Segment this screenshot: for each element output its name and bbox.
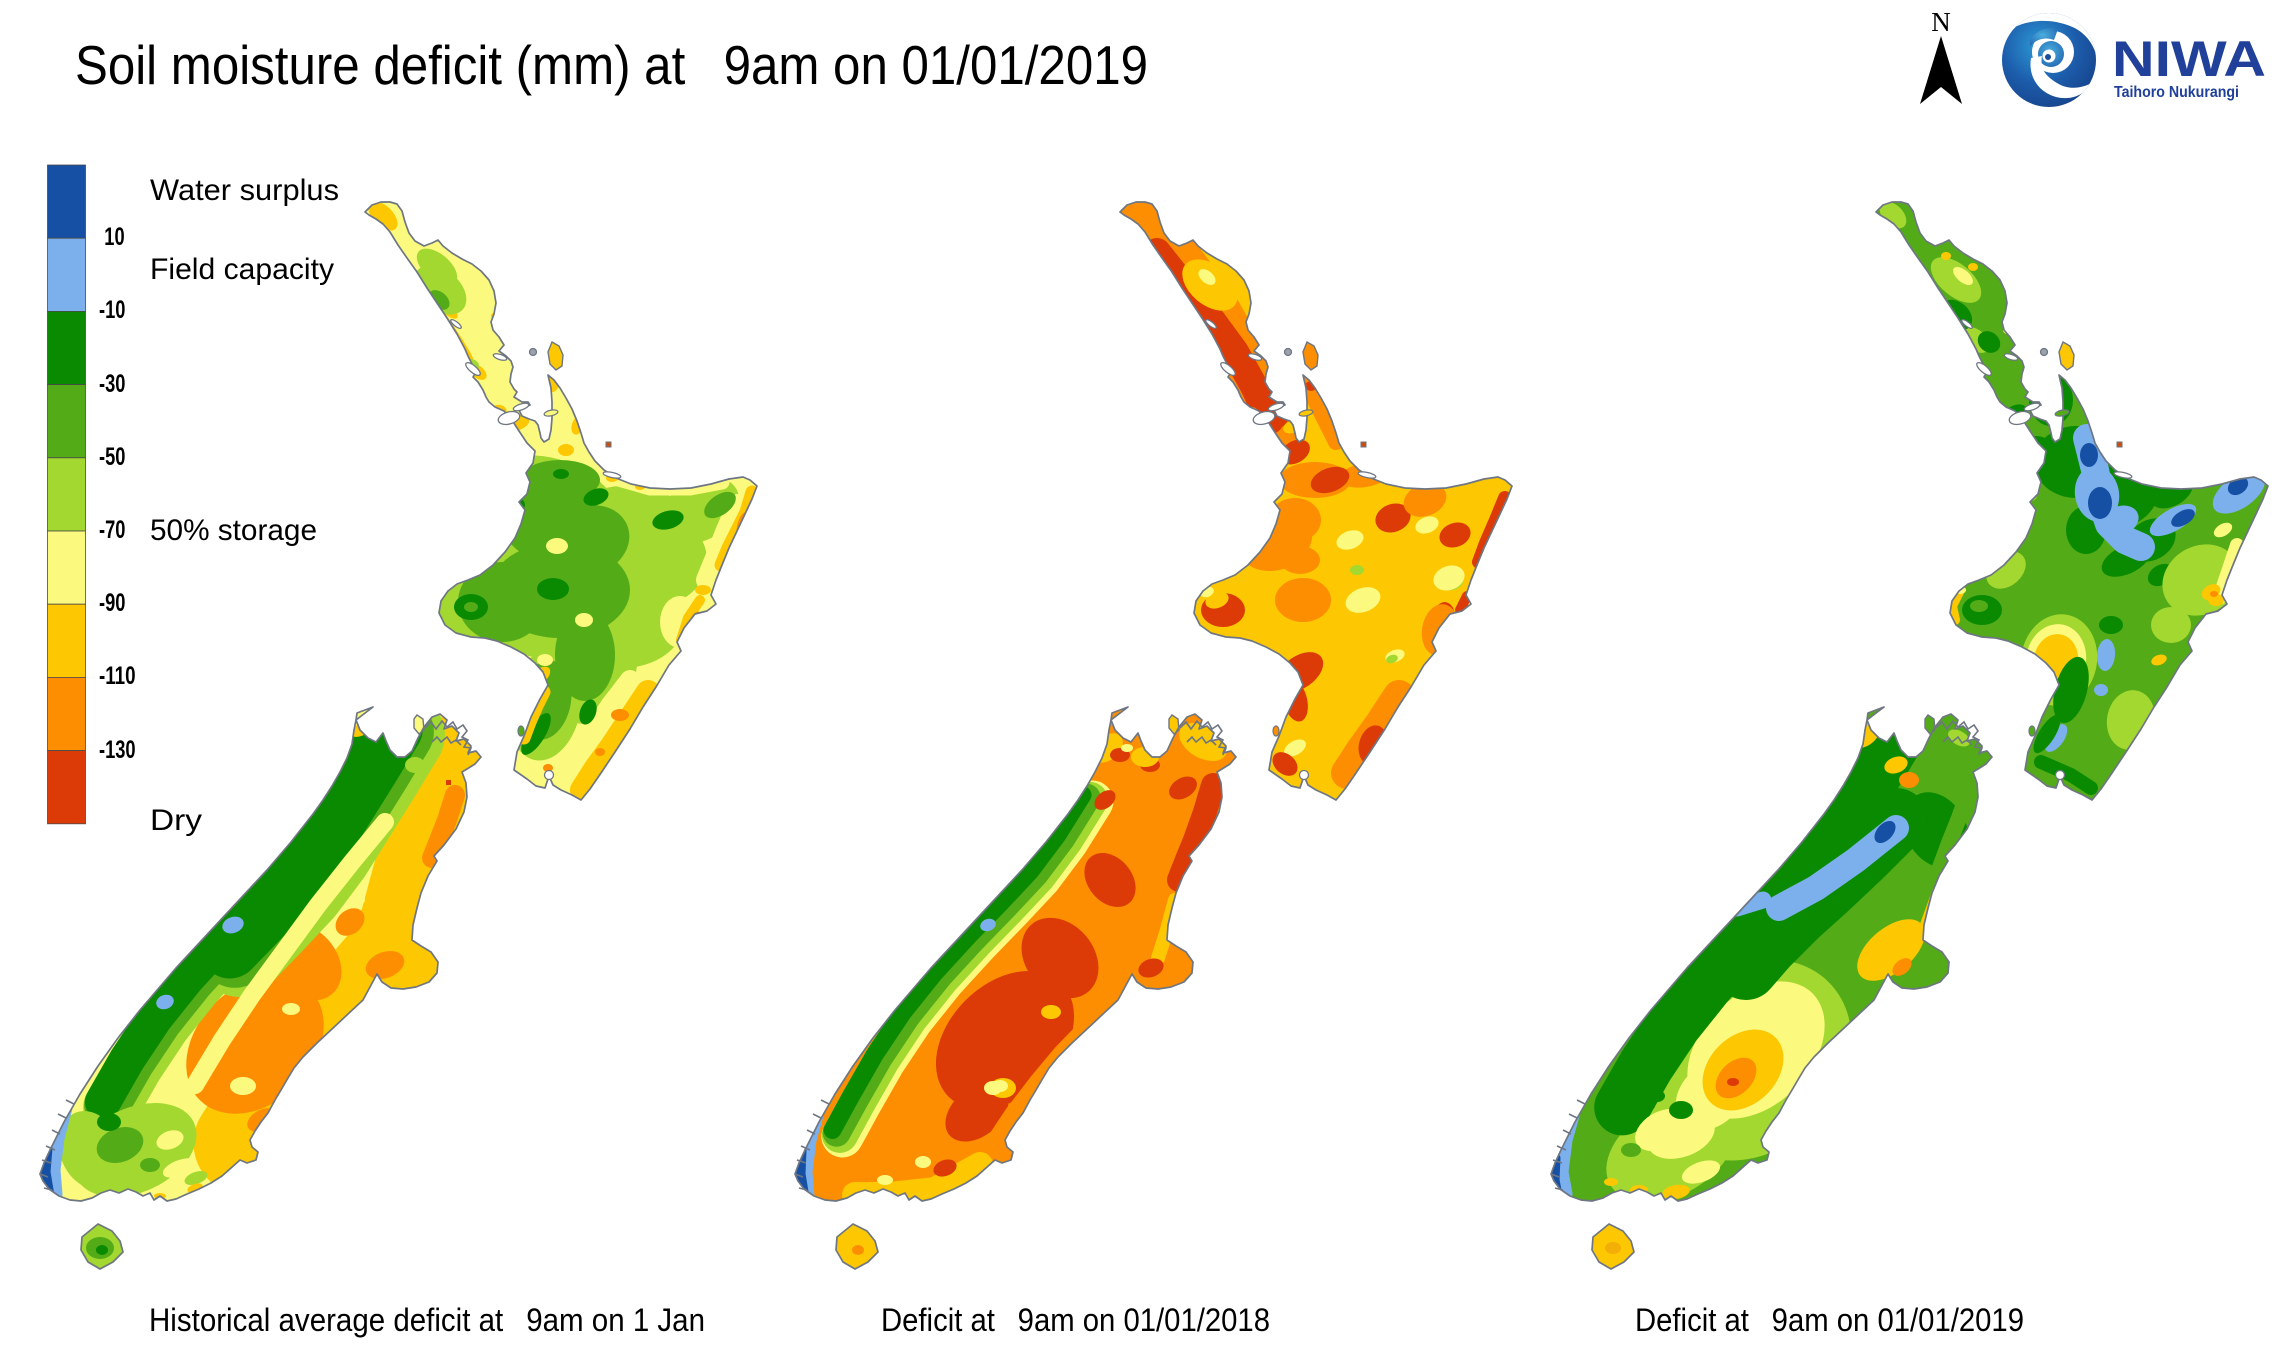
- svg-text:Dry: Dry: [150, 804, 202, 837]
- svg-text:50% storage: 50% storage: [150, 514, 317, 547]
- svg-text:Soil moisture deficit (mm) at: Soil moisture deficit (mm) at 9am on 01/…: [75, 34, 1148, 96]
- svg-text:Historical average deficit at: Historical average deficit at 9am on 1 J…: [149, 1302, 705, 1338]
- svg-text:-130: -130: [99, 736, 136, 764]
- svg-text:-30: -30: [99, 370, 125, 398]
- svg-text:-90: -90: [99, 589, 125, 617]
- svg-text:Deficit at 9am on 01/01/2019: Deficit at 9am on 01/01/2019: [1635, 1302, 2024, 1338]
- svg-text:Taihoro Nukurangi: Taihoro Nukurangi: [2114, 84, 2239, 101]
- svg-text:Deficit at 9am on 01/01/2018: Deficit at 9am on 01/01/2018: [881, 1302, 1270, 1338]
- svg-text:-110: -110: [99, 662, 136, 690]
- svg-text:-50: -50: [99, 443, 125, 471]
- svg-text:10: 10: [104, 223, 124, 251]
- svg-text:N: N: [1931, 7, 1951, 37]
- svg-text:-10: -10: [99, 296, 125, 324]
- svg-text:-70: -70: [99, 516, 125, 544]
- svg-text:Field capacity: Field capacity: [150, 253, 334, 286]
- svg-text:Water surplus: Water surplus: [150, 174, 339, 207]
- svg-text:NIWA: NIWA: [2112, 31, 2266, 87]
